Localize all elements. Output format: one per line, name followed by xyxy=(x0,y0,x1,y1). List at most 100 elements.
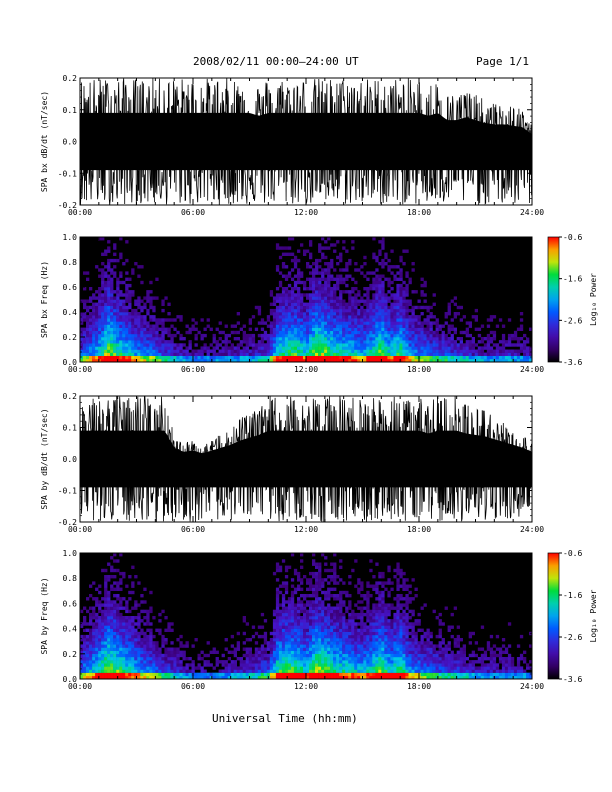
spectrogram-cell xyxy=(293,302,298,306)
spectrogram-cell xyxy=(155,650,159,654)
spectrogram-cell xyxy=(182,672,186,677)
spectrogram-cell xyxy=(453,340,457,344)
spectrogram-cell xyxy=(414,355,418,360)
spectrogram-cell xyxy=(354,349,358,353)
spectrogram-cell xyxy=(116,330,120,335)
spectrogram-cell xyxy=(384,349,388,353)
spectrogram-cell xyxy=(327,675,331,680)
spectrogram-cell xyxy=(125,315,129,319)
spectrogram-cell xyxy=(303,672,307,677)
spectrogram-cell xyxy=(366,340,370,344)
spectrogram-cell xyxy=(312,660,316,664)
spectrogram-cell xyxy=(375,283,379,288)
spectrogram-cell xyxy=(206,352,210,356)
spectrogram-cell xyxy=(333,619,337,623)
spectrogram-cell xyxy=(501,352,506,356)
spectrogram-cell xyxy=(351,340,355,344)
spectrogram-cell xyxy=(278,308,283,313)
spectrogram-cell xyxy=(293,590,298,595)
spectrogram-cell xyxy=(366,619,370,623)
spectrogram-cell xyxy=(438,343,442,347)
spectrogram-cell xyxy=(330,663,334,667)
spectrogram-cell xyxy=(312,274,316,278)
spectrogram-cell xyxy=(363,650,367,654)
spectrogram-cell xyxy=(152,660,156,664)
spectrogram-cell xyxy=(287,669,292,673)
spectrogram-cell xyxy=(351,312,355,316)
spectrogram-cell xyxy=(339,565,343,569)
spectrogram-cell xyxy=(293,666,298,670)
spectrogram-cell xyxy=(284,612,289,617)
spectrogram-cell xyxy=(284,315,289,319)
spectrogram-cell xyxy=(146,653,150,658)
spectrogram-cell xyxy=(345,594,349,598)
spectrogram-cell xyxy=(146,321,150,325)
spectrogram-cell xyxy=(345,262,349,266)
spectrogram-cell xyxy=(266,672,271,677)
spectrogram-cell xyxy=(405,308,409,313)
spectrogram-cell xyxy=(149,647,153,651)
spectrogram-cell xyxy=(113,622,117,626)
spectrogram-cell xyxy=(269,358,274,363)
spectrogram-cell xyxy=(275,308,280,313)
spectrogram-cell xyxy=(176,315,180,319)
spectrogram-cell xyxy=(369,327,373,331)
spectrogram-cell xyxy=(423,305,427,310)
spectrogram-cell xyxy=(312,622,316,626)
spectrogram-cell xyxy=(363,349,367,353)
spectrogram-cell xyxy=(498,346,503,350)
spectrogram-cell xyxy=(411,327,415,331)
spectrogram-cell xyxy=(89,650,93,654)
spectrogram-cell xyxy=(182,657,186,661)
spectrogram-cell xyxy=(348,330,352,335)
spectrogram-cell xyxy=(300,308,304,313)
spectrogram-cell xyxy=(284,274,289,278)
spectrogram-cell xyxy=(333,249,337,253)
spectrogram-cell xyxy=(393,358,397,363)
spectrogram-cell xyxy=(333,578,337,582)
spectrogram-cell xyxy=(384,277,388,281)
spectrogram-cell xyxy=(453,349,457,353)
spectrogram-cell xyxy=(420,321,424,325)
spectrogram-cell xyxy=(134,603,138,607)
spectrogram-cell xyxy=(278,628,283,632)
spectrogram-cell xyxy=(248,647,252,651)
spectrogram-cell xyxy=(215,340,219,344)
spectrogram-cell xyxy=(260,675,265,680)
spectrogram-cell xyxy=(101,268,105,272)
spectrogram-cell xyxy=(366,321,370,325)
spectrogram-cell xyxy=(318,277,322,281)
spectrogram-cell xyxy=(363,669,367,673)
spectrogram-cell xyxy=(426,346,430,350)
spectrogram-cell xyxy=(110,653,114,658)
spectrogram-cell xyxy=(345,628,349,632)
spectrogram-cell xyxy=(95,603,99,607)
spectrogram-cell xyxy=(399,318,403,322)
spectrogram-cell xyxy=(83,634,87,639)
spectrogram-cell xyxy=(526,349,530,353)
spectrogram-cell xyxy=(104,340,108,344)
spectrogram-cell xyxy=(287,343,292,347)
spectrogram-cell xyxy=(357,622,361,626)
spectrogram-cell xyxy=(402,321,406,325)
spectrogram-cell xyxy=(107,293,111,297)
spectrogram-cell xyxy=(354,287,358,291)
spectrogram-cell xyxy=(432,358,436,363)
spectrogram-cell xyxy=(453,296,457,300)
spectrogram-cell xyxy=(128,647,132,651)
spectrogram-cell xyxy=(306,622,310,626)
spectrogram-cell xyxy=(526,355,530,360)
spectrogram-cell xyxy=(366,594,370,598)
spectrogram-cell xyxy=(185,352,189,356)
spectrogram-cell xyxy=(128,330,132,335)
spectrogram-cell xyxy=(354,616,358,620)
spectrogram-cell xyxy=(128,663,132,667)
spectrogram-cell xyxy=(89,628,93,632)
spectrogram-cell xyxy=(369,308,373,313)
spectrogram-cell xyxy=(98,609,102,614)
spectrogram-cell xyxy=(339,312,343,316)
spectrogram-cell xyxy=(342,315,346,319)
spectrogram-cell xyxy=(185,672,189,677)
spectrogram-cell xyxy=(125,631,129,636)
spectrogram-cell xyxy=(384,262,388,266)
